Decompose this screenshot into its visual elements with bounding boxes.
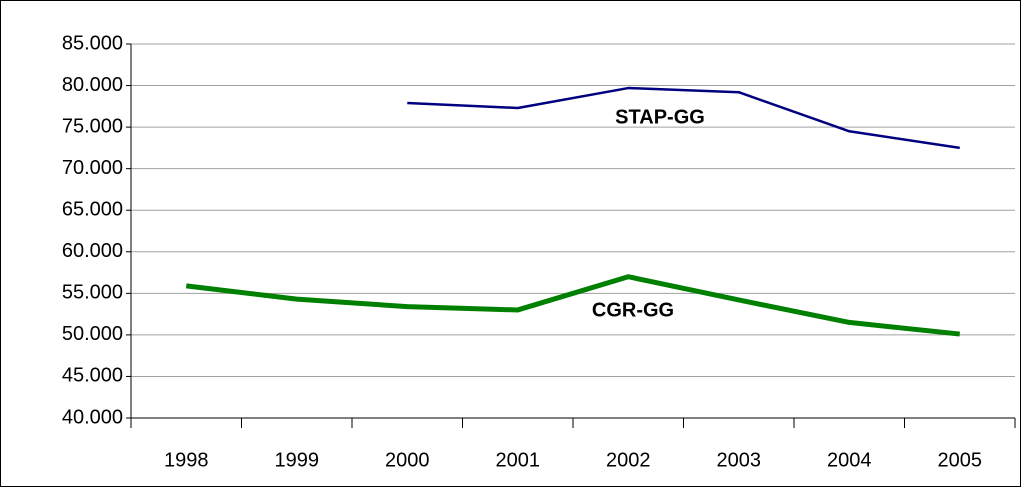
x-tick-label: 2003 [717,449,762,471]
y-tick-label: 55.000 [62,282,123,304]
x-tick-label: 2002 [606,449,651,471]
y-tick-label: 45.000 [62,365,123,387]
y-tick-label: 75.000 [62,115,123,137]
x-tick-label: 2000 [385,449,430,471]
y-tick-label: 40.000 [62,406,123,428]
series-line [185,274,961,337]
series-line [407,86,960,150]
x-tick-label: 1998 [164,449,209,471]
x-tick-label: 1999 [275,449,320,471]
x-tick-label: 2004 [827,449,872,471]
series-annotation: CGR-GG [592,299,674,321]
series-annotation: STAP-GG [615,106,705,128]
x-tick-label: 2005 [938,449,983,471]
x-tick-label: 2001 [496,449,541,471]
y-tick-label: 85.000 [62,32,123,54]
y-tick-label: 70.000 [62,157,123,179]
y-tick-label: 50.000 [62,323,123,345]
y-tick-label: 60.000 [62,240,123,262]
y-tick-label: 80.000 [62,74,123,96]
y-tick-label: 65.000 [62,199,123,221]
